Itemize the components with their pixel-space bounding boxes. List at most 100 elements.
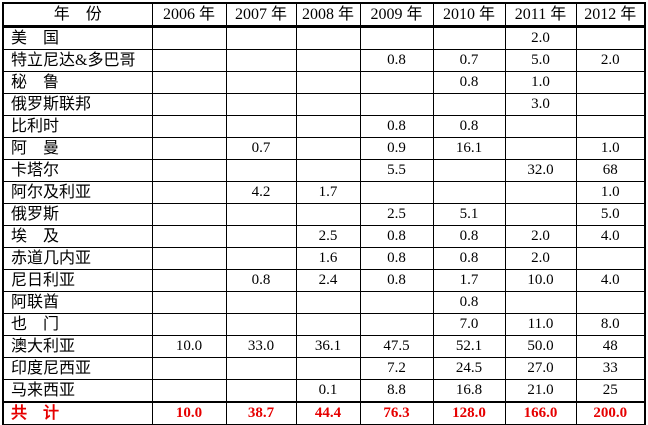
value-cell [359, 26, 434, 50]
value-cell [359, 313, 434, 336]
value-cell: 2.0 [504, 225, 577, 248]
value-cell [295, 313, 361, 336]
country-name-cell: 阿 曼 [2, 137, 153, 160]
value-cell [504, 181, 577, 204]
value-cell: 4.0 [575, 269, 646, 292]
value-cell [504, 115, 577, 138]
value-cell: 4.2 [225, 181, 297, 204]
value-cell: 5.5 [359, 159, 434, 182]
total-label-cell: 共 计 [2, 401, 153, 425]
table-head: 年 份 2006 年 2007 年 2008 年 2009 年 2010 年 2011 年… [2, 2, 646, 28]
value-cell: 1.0 [575, 181, 646, 204]
value-cell: 2.0 [504, 26, 577, 50]
value-cell [225, 26, 297, 50]
value-cell: 0.7 [432, 49, 506, 72]
value-cell: 11.0 [504, 313, 577, 336]
value-cell: 0.7 [225, 137, 297, 160]
value-cell [225, 225, 297, 248]
value-cell [225, 379, 297, 403]
value-cell [575, 247, 646, 270]
value-cell [151, 247, 227, 270]
total-value-cell: 166.0 [504, 401, 577, 425]
value-cell [295, 115, 361, 138]
value-cell [151, 203, 227, 226]
table-row: 比利时 0.8 0.8 [2, 115, 646, 138]
value-cell: 0.8 [359, 225, 434, 248]
value-cell: 0.8 [359, 49, 434, 72]
value-cell: 10.0 [504, 269, 577, 292]
table-row: 美 国 2.0 [2, 26, 646, 50]
country-name-cell: 赤道几内亚 [2, 247, 153, 270]
value-cell [295, 291, 361, 314]
value-cell [151, 269, 227, 292]
value-cell [295, 137, 361, 160]
value-cell: 68 [575, 159, 646, 182]
value-cell [504, 137, 577, 160]
value-cell [151, 49, 227, 72]
value-cell: 1.6 [295, 247, 361, 270]
value-cell [225, 115, 297, 138]
value-cell: 0.9 [359, 137, 434, 160]
value-cell [504, 291, 577, 314]
table-row: 马来西亚 0.1 8.8 16.8 21.0 25 [2, 379, 646, 403]
value-cell [225, 93, 297, 116]
country-name-cell: 美 国 [2, 26, 153, 50]
value-cell [359, 291, 434, 314]
value-cell [151, 291, 227, 314]
value-cell [295, 49, 361, 72]
value-cell: 25 [575, 379, 646, 403]
value-cell [151, 93, 227, 116]
value-cell: 27.0 [504, 357, 577, 380]
value-cell [575, 291, 646, 314]
value-cell: 2.0 [575, 49, 646, 72]
total-value-cell: 44.4 [295, 401, 361, 425]
year-header-cell: 2007 年 [225, 2, 297, 28]
value-cell [225, 71, 297, 94]
table-row: 澳大利亚 10.0 33.0 36.1 47.5 52.1 50.0 48 [2, 335, 646, 358]
value-cell: 5.1 [432, 203, 506, 226]
table-row: 特立尼达&多巴哥 0.8 0.7 5.0 2.0 [2, 49, 646, 72]
table-row: 阿尔及利亚 4.2 1.7 1.0 [2, 181, 646, 204]
country-name-cell: 俄罗斯联邦 [2, 93, 153, 116]
value-cell [295, 357, 361, 380]
value-cell: 0.8 [359, 269, 434, 292]
table-row: 卡塔尔 5.5 32.0 68 [2, 159, 646, 182]
value-cell [575, 115, 646, 138]
table-header-row: 年 份 2006 年 2007 年 2008 年 2009 年 2010 年 2011 年… [2, 2, 646, 28]
value-cell [151, 379, 227, 403]
year-header-cell: 2009 年 [359, 2, 434, 28]
value-cell [504, 203, 577, 226]
value-cell: 0.8 [225, 269, 297, 292]
country-name-cell: 印度尼西亚 [2, 357, 153, 380]
year-header-cell: 2011 年 [504, 2, 577, 28]
table-row: 赤道几内亚 1.6 0.8 0.8 2.0 [2, 247, 646, 270]
value-cell [225, 313, 297, 336]
value-cell: 8.8 [359, 379, 434, 403]
value-cell: 1.0 [504, 71, 577, 94]
value-cell [295, 203, 361, 226]
value-cell: 5.0 [504, 49, 577, 72]
value-cell: 0.1 [295, 379, 361, 403]
total-value-cell: 10.0 [151, 401, 227, 425]
value-cell [359, 71, 434, 94]
value-cell: 8.0 [575, 313, 646, 336]
table-row: 阿 曼 0.7 0.9 16.1 1.0 [2, 137, 646, 160]
table-row: 埃 及 2.5 0.8 0.8 2.0 4.0 [2, 225, 646, 248]
value-cell: 0.8 [432, 225, 506, 248]
country-name-cell: 卡塔尔 [2, 159, 153, 182]
total-value-cell: 200.0 [575, 401, 646, 425]
country-name-cell: 澳大利亚 [2, 335, 153, 358]
value-cell [225, 49, 297, 72]
value-cell [295, 93, 361, 116]
country-name-cell: 俄罗斯 [2, 203, 153, 226]
value-cell [151, 137, 227, 160]
value-cell [225, 159, 297, 182]
year-label-header: 年 份 [2, 2, 153, 28]
country-name-cell: 也 门 [2, 313, 153, 336]
year-header-cell: 2012 年 [575, 2, 646, 28]
value-cell: 0.8 [432, 291, 506, 314]
value-cell [295, 159, 361, 182]
value-cell [225, 247, 297, 270]
value-cell: 2.0 [504, 247, 577, 270]
